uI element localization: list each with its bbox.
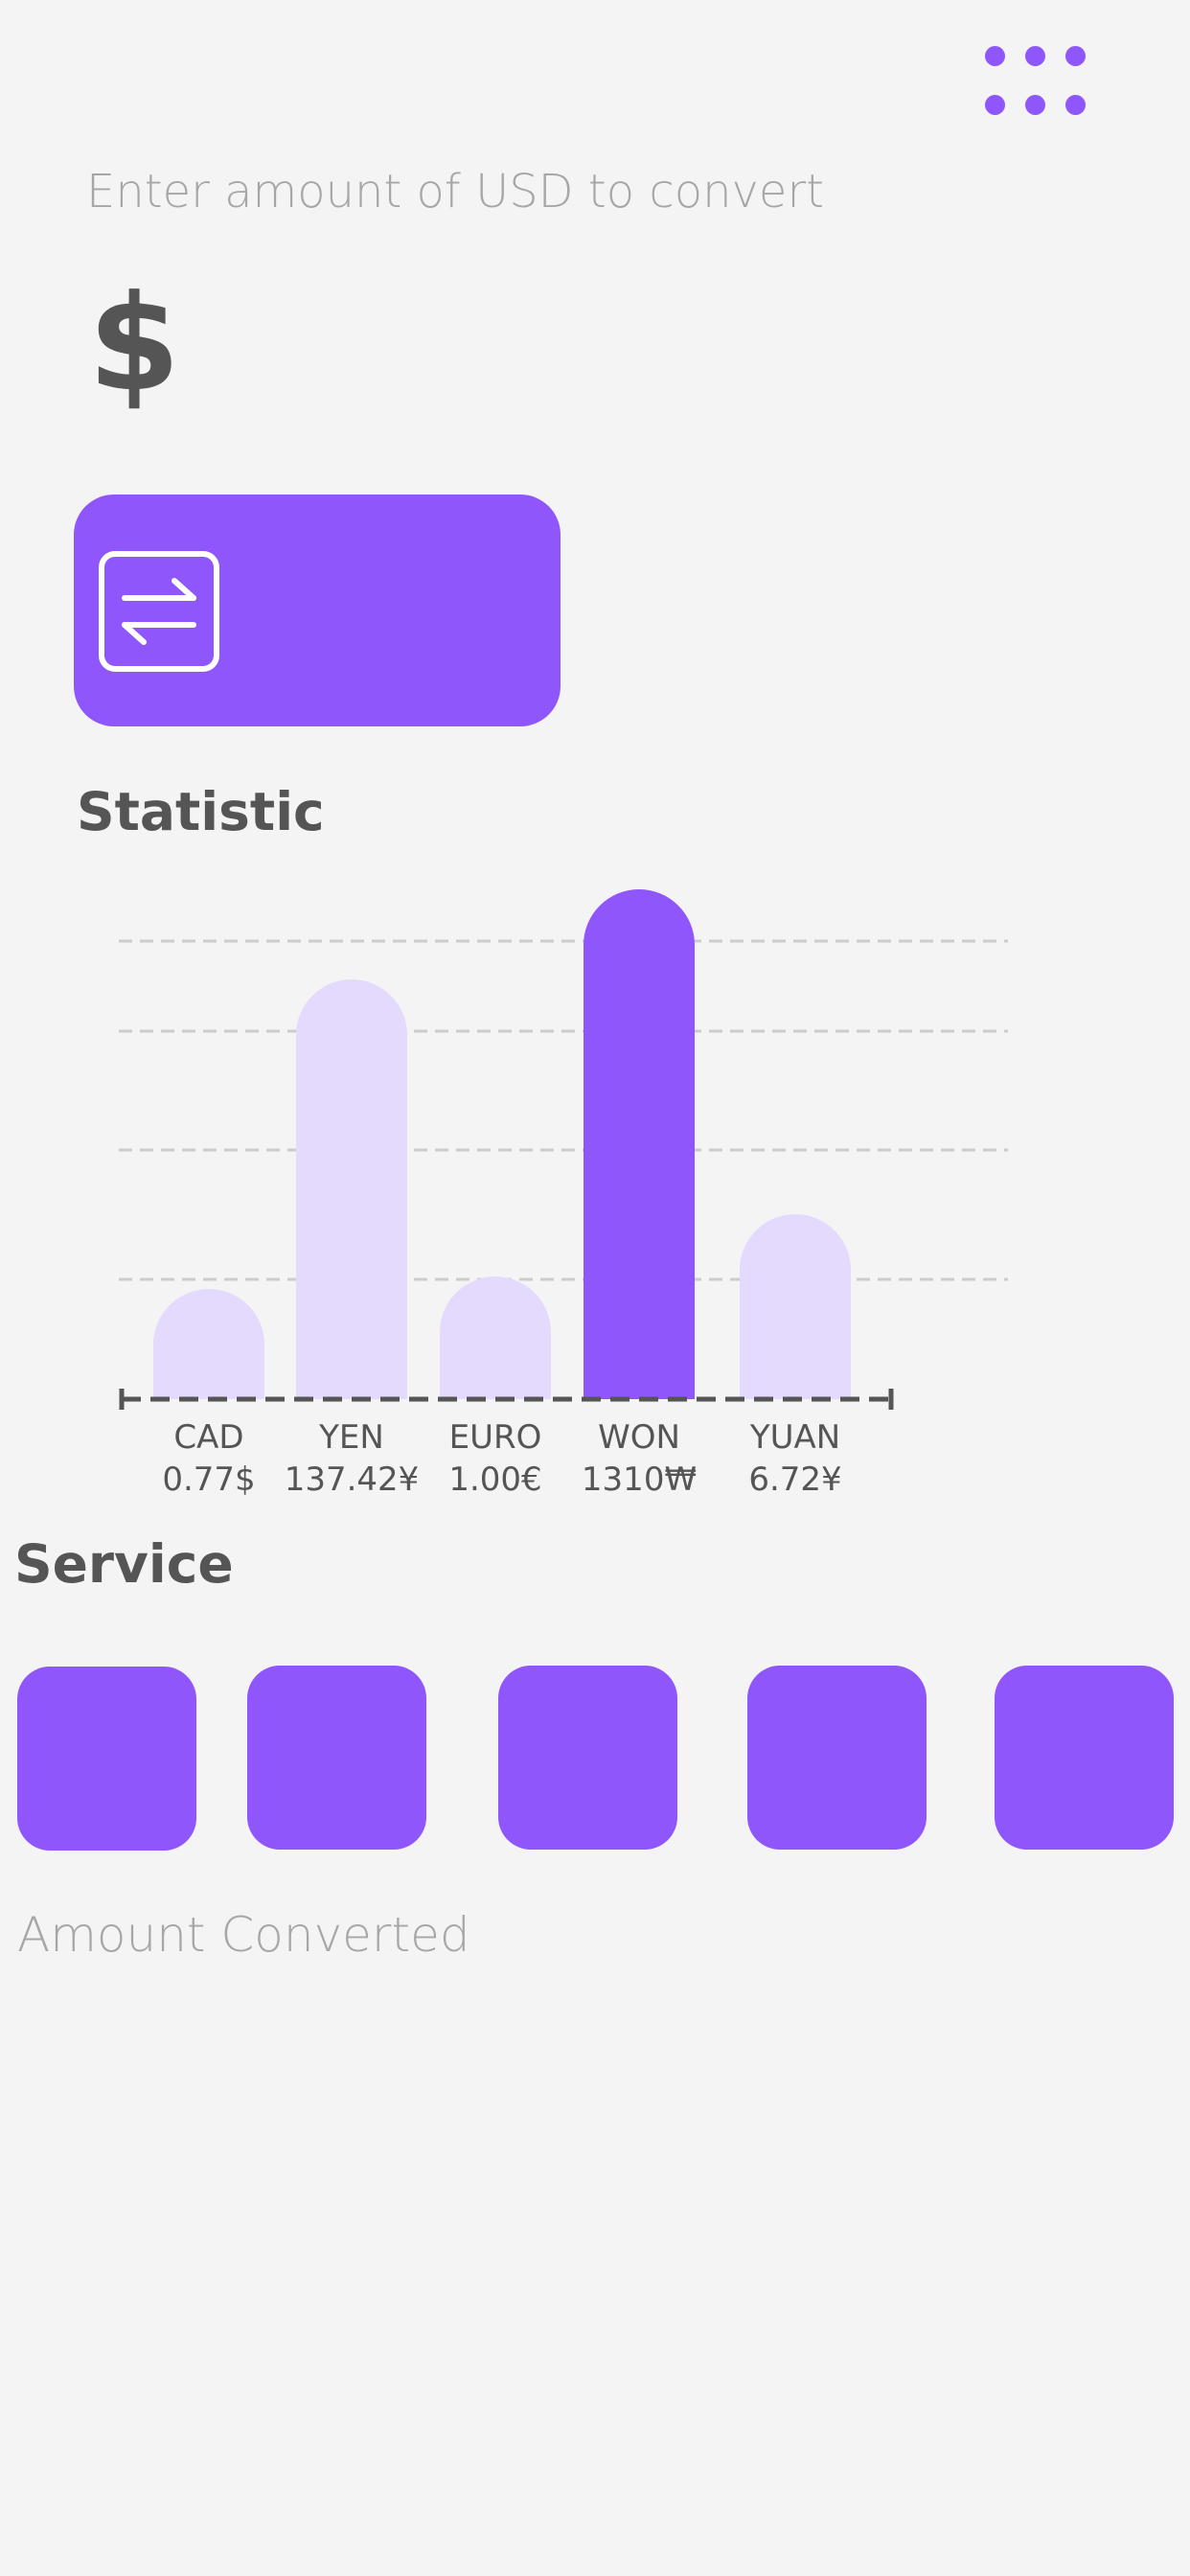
service-tile-3[interactable] [498, 1666, 677, 1850]
value-label-cad: 0.77$ [162, 1460, 255, 1499]
service-tile-1[interactable] [17, 1667, 196, 1851]
tick-label-won: WON [598, 1418, 680, 1457]
bar-cad [153, 1289, 264, 1399]
amount-input[interactable] [192, 288, 866, 414]
currency-symbol: $ [88, 266, 181, 421]
tick-label-euro: EURO [449, 1418, 542, 1457]
value-label-won: 1310₩ [582, 1460, 697, 1499]
statistic-chart: CAD 0.77$ YEN 137.42¥ EURO 1.00€ WON 1310₩ YUAN 6… [0, 862, 1190, 1514]
tick-label-yen: YEN [318, 1418, 384, 1457]
value-label-yuan: 6.72¥ [748, 1460, 841, 1499]
swap-arrows-icon [99, 551, 219, 672]
value-label-yen: 137.42¥ [285, 1460, 420, 1499]
statistic-title: Statistic [77, 781, 325, 842]
service-tile-4[interactable] [747, 1666, 927, 1850]
service-tile-5[interactable] [995, 1666, 1174, 1850]
tick-label-yuan: YUAN [749, 1418, 840, 1457]
bar-euro [440, 1276, 551, 1399]
service-title: Service [14, 1533, 234, 1595]
bar-yen [296, 979, 407, 1399]
menu-button[interactable] [973, 38, 1098, 125]
service-tile-2[interactable] [247, 1666, 426, 1850]
bar-yuan [740, 1214, 851, 1399]
bar-won [584, 889, 695, 1399]
amount-converted-label: Amount Converted [17, 1907, 470, 1963]
value-label-euro: 1.00€ [448, 1460, 541, 1499]
convert-button[interactable] [74, 494, 561, 726]
convert-prompt: Enter amount of USD to convert [86, 165, 825, 218]
tick-label-cad: CAD [173, 1418, 243, 1457]
